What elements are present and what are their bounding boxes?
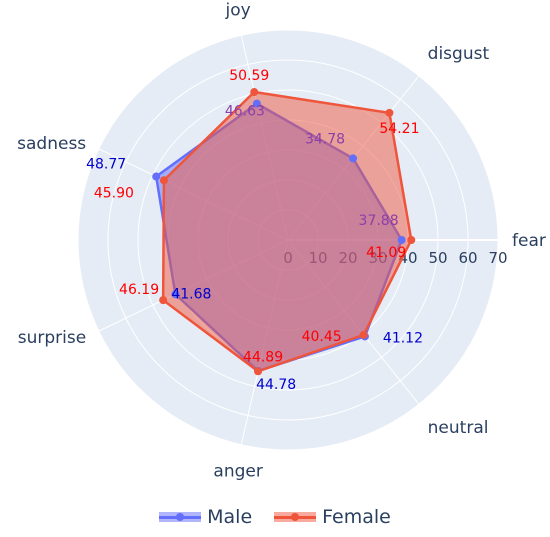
data-label-male: 37.88	[359, 213, 399, 229]
data-label-male: 41.68	[171, 286, 211, 302]
legend-item-male[interactable]: Male	[159, 506, 252, 528]
data-label-female: 45.90	[94, 185, 134, 201]
radial-tick-label: 60	[458, 249, 477, 267]
legend-swatch-dot	[291, 513, 300, 521]
data-label-female: 41.09	[366, 245, 406, 261]
radial-tick-label: 50	[428, 249, 447, 267]
data-label-female: 40.45	[302, 329, 342, 345]
data-label-male: 44.78	[256, 377, 296, 393]
data-label-male: 48.77	[86, 157, 126, 173]
legend-item-female[interactable]: Female	[274, 506, 391, 528]
data-point-female	[407, 236, 416, 244]
data-point-male	[152, 172, 161, 181]
data-label-female: 44.89	[243, 349, 283, 365]
data-point-male	[252, 99, 261, 108]
data-point-female	[254, 367, 263, 376]
data-label-male: 46.63	[225, 104, 265, 120]
data-point-female	[159, 176, 168, 185]
legend-swatch-dot	[176, 513, 185, 521]
data-label-female: 46.19	[119, 282, 159, 298]
data-point-male	[171, 290, 180, 299]
data-point-female	[385, 108, 394, 117]
category-label: anger	[213, 461, 262, 481]
category-label: disgust	[428, 44, 490, 64]
legend-swatch-female	[274, 510, 317, 524]
data-point-female	[159, 296, 168, 305]
category-label: surprise	[18, 328, 86, 348]
data-label-male: 41.12	[383, 330, 423, 346]
data-point-male	[397, 236, 406, 244]
data-label-male: 34.78	[305, 131, 345, 147]
data-point-female	[359, 330, 368, 339]
legend-label-female: Female	[322, 506, 391, 528]
legend-label-male: Male	[207, 506, 253, 528]
data-label-female: 54.21	[379, 121, 419, 137]
data-point-male	[349, 154, 358, 163]
category-label: fear	[512, 231, 546, 251]
series-area-female	[161, 90, 413, 373]
data-point-female	[250, 88, 259, 97]
category-label: sadness	[17, 134, 86, 154]
legend-swatch-male	[159, 510, 202, 524]
data-label-female: 50.59	[229, 68, 269, 84]
radial-tick-label: 70	[488, 249, 507, 267]
category-label: joy	[225, 1, 251, 21]
legend: Male Female	[0, 506, 550, 528]
category-label: neutral	[428, 418, 489, 438]
